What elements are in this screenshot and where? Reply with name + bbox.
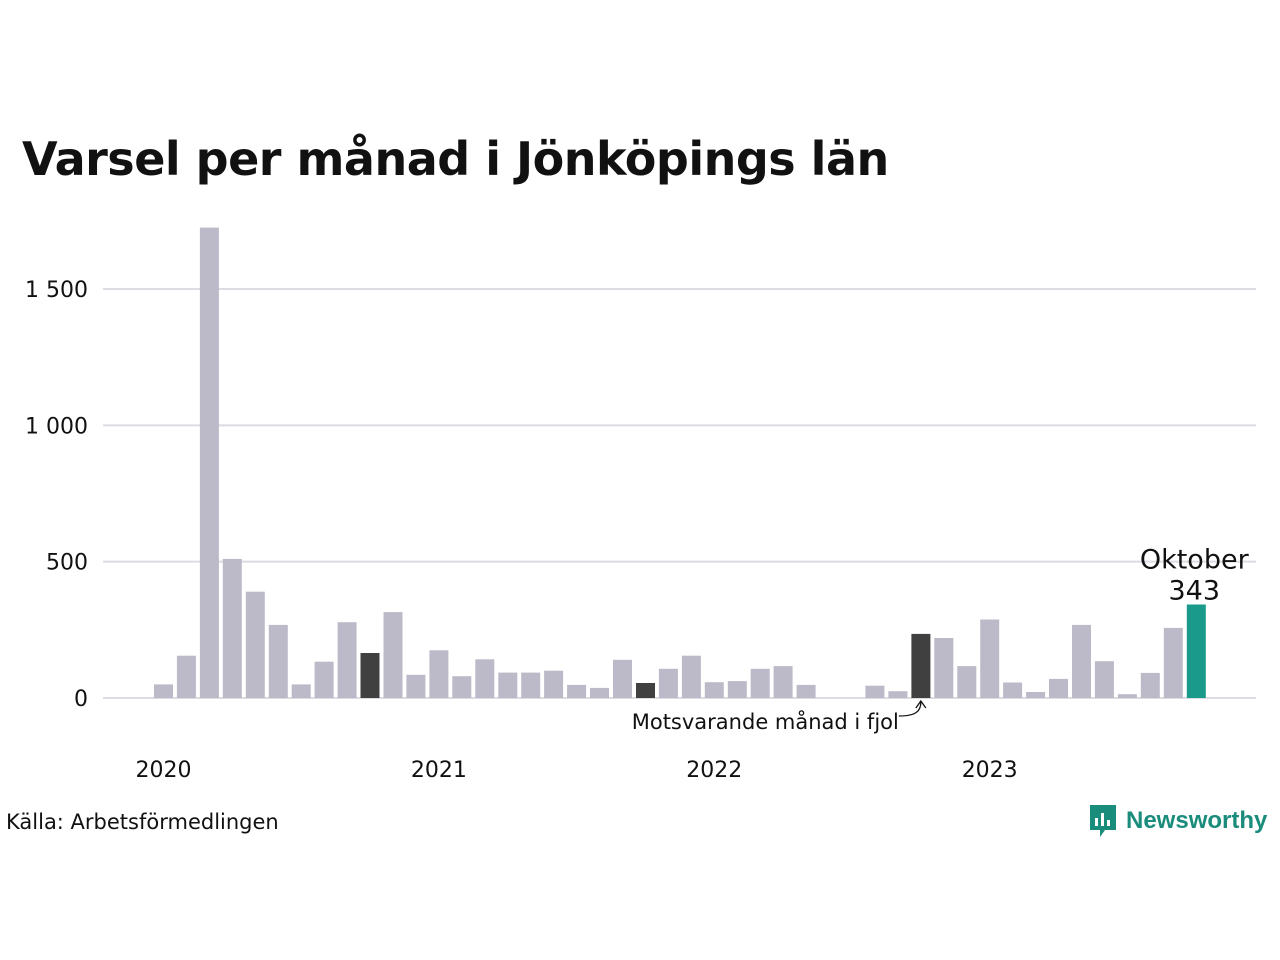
bar-2022-01: [704, 682, 724, 698]
bar-2020-08: [314, 661, 334, 698]
bar-2023-07: [1117, 694, 1137, 698]
bar-2023-04: [1049, 678, 1068, 698]
bar-2022-09: [888, 691, 908, 698]
bar-2023-10: [1186, 604, 1206, 698]
bar-2023-02: [1003, 682, 1023, 698]
bar-2022-05: [796, 684, 816, 698]
bar-2021-06: [544, 670, 564, 698]
bar-2022-08: [865, 685, 885, 698]
bar-2021-09: [613, 659, 632, 698]
bar-2022-10: [911, 633, 931, 698]
highlight-month-label: Oktober: [1140, 544, 1250, 575]
y-tick-label: 1 500: [25, 278, 88, 303]
bar-2022-02: [727, 681, 747, 698]
bar-2020-12: [406, 674, 426, 698]
bar-2022-11: [934, 638, 954, 698]
x-axis-year-labels: 2020 2021 2022 2023: [136, 758, 1018, 783]
bar-2020-01: [154, 684, 173, 698]
x-tick-label: 2020: [136, 758, 192, 783]
x-tick-label: 2022: [686, 758, 742, 783]
bar-2020-11: [383, 612, 403, 698]
bar-2021-02: [452, 676, 472, 698]
bar-2023-08: [1140, 672, 1160, 698]
bar-2020-09: [337, 622, 357, 698]
newsworthy-logo-icon: [1090, 805, 1116, 837]
comparison-month-label: Motsvarande månad i fjol: [632, 709, 899, 734]
y-tick-label: 1 000: [25, 414, 88, 439]
bar-2021-01: [429, 650, 449, 698]
y-axis-tick-labels: 0 500 1 000 1 500: [25, 278, 88, 712]
bar-2021-03: [475, 659, 495, 698]
bar-2022-04: [773, 666, 793, 698]
bar-2023-09: [1163, 627, 1183, 698]
bar-2021-04: [498, 672, 518, 698]
bars: [154, 227, 1206, 698]
bar-2020-05: [245, 591, 265, 698]
bar-2022-12: [957, 666, 977, 698]
bar-2021-07: [567, 684, 587, 698]
comparison-arrowhead: [915, 699, 927, 709]
x-tick-label: 2023: [962, 758, 1018, 783]
bar-2023-05: [1072, 624, 1091, 698]
y-tick-label: 500: [46, 551, 88, 576]
x-tick-label: 2021: [411, 758, 467, 783]
bar-2023-01: [980, 619, 1000, 698]
source-note: Källa: Arbetsförmedlingen: [6, 810, 279, 834]
bar-2023-03: [1026, 692, 1046, 698]
bar-2021-11: [658, 668, 678, 698]
bar-2021-12: [681, 655, 701, 698]
bar-2020-02: [176, 655, 196, 698]
bar-2021-05: [521, 672, 541, 698]
annotations: Oktober 343 Motsvarande månad i fjol: [632, 544, 1250, 734]
bar-2020-07: [291, 684, 311, 698]
bar-2020-03: [199, 227, 219, 698]
bar-2020-04: [222, 558, 242, 698]
brand-logo: Newsworthy: [1088, 803, 1267, 839]
bar-2022-03: [750, 668, 770, 698]
comparison-arrow: [898, 701, 922, 717]
bar-2021-08: [590, 687, 609, 698]
y-tick-label: 0: [74, 687, 88, 712]
highlight-value-label: 343: [1168, 575, 1220, 606]
bar-2020-06: [268, 624, 288, 698]
bar-2023-06: [1094, 661, 1114, 698]
bar-2021-10: [636, 683, 655, 698]
brand-name: Newsworthy: [1126, 807, 1268, 834]
chart-title: Varsel per månad i Jönköpings län: [22, 132, 889, 186]
bar-2020-10: [360, 653, 380, 698]
